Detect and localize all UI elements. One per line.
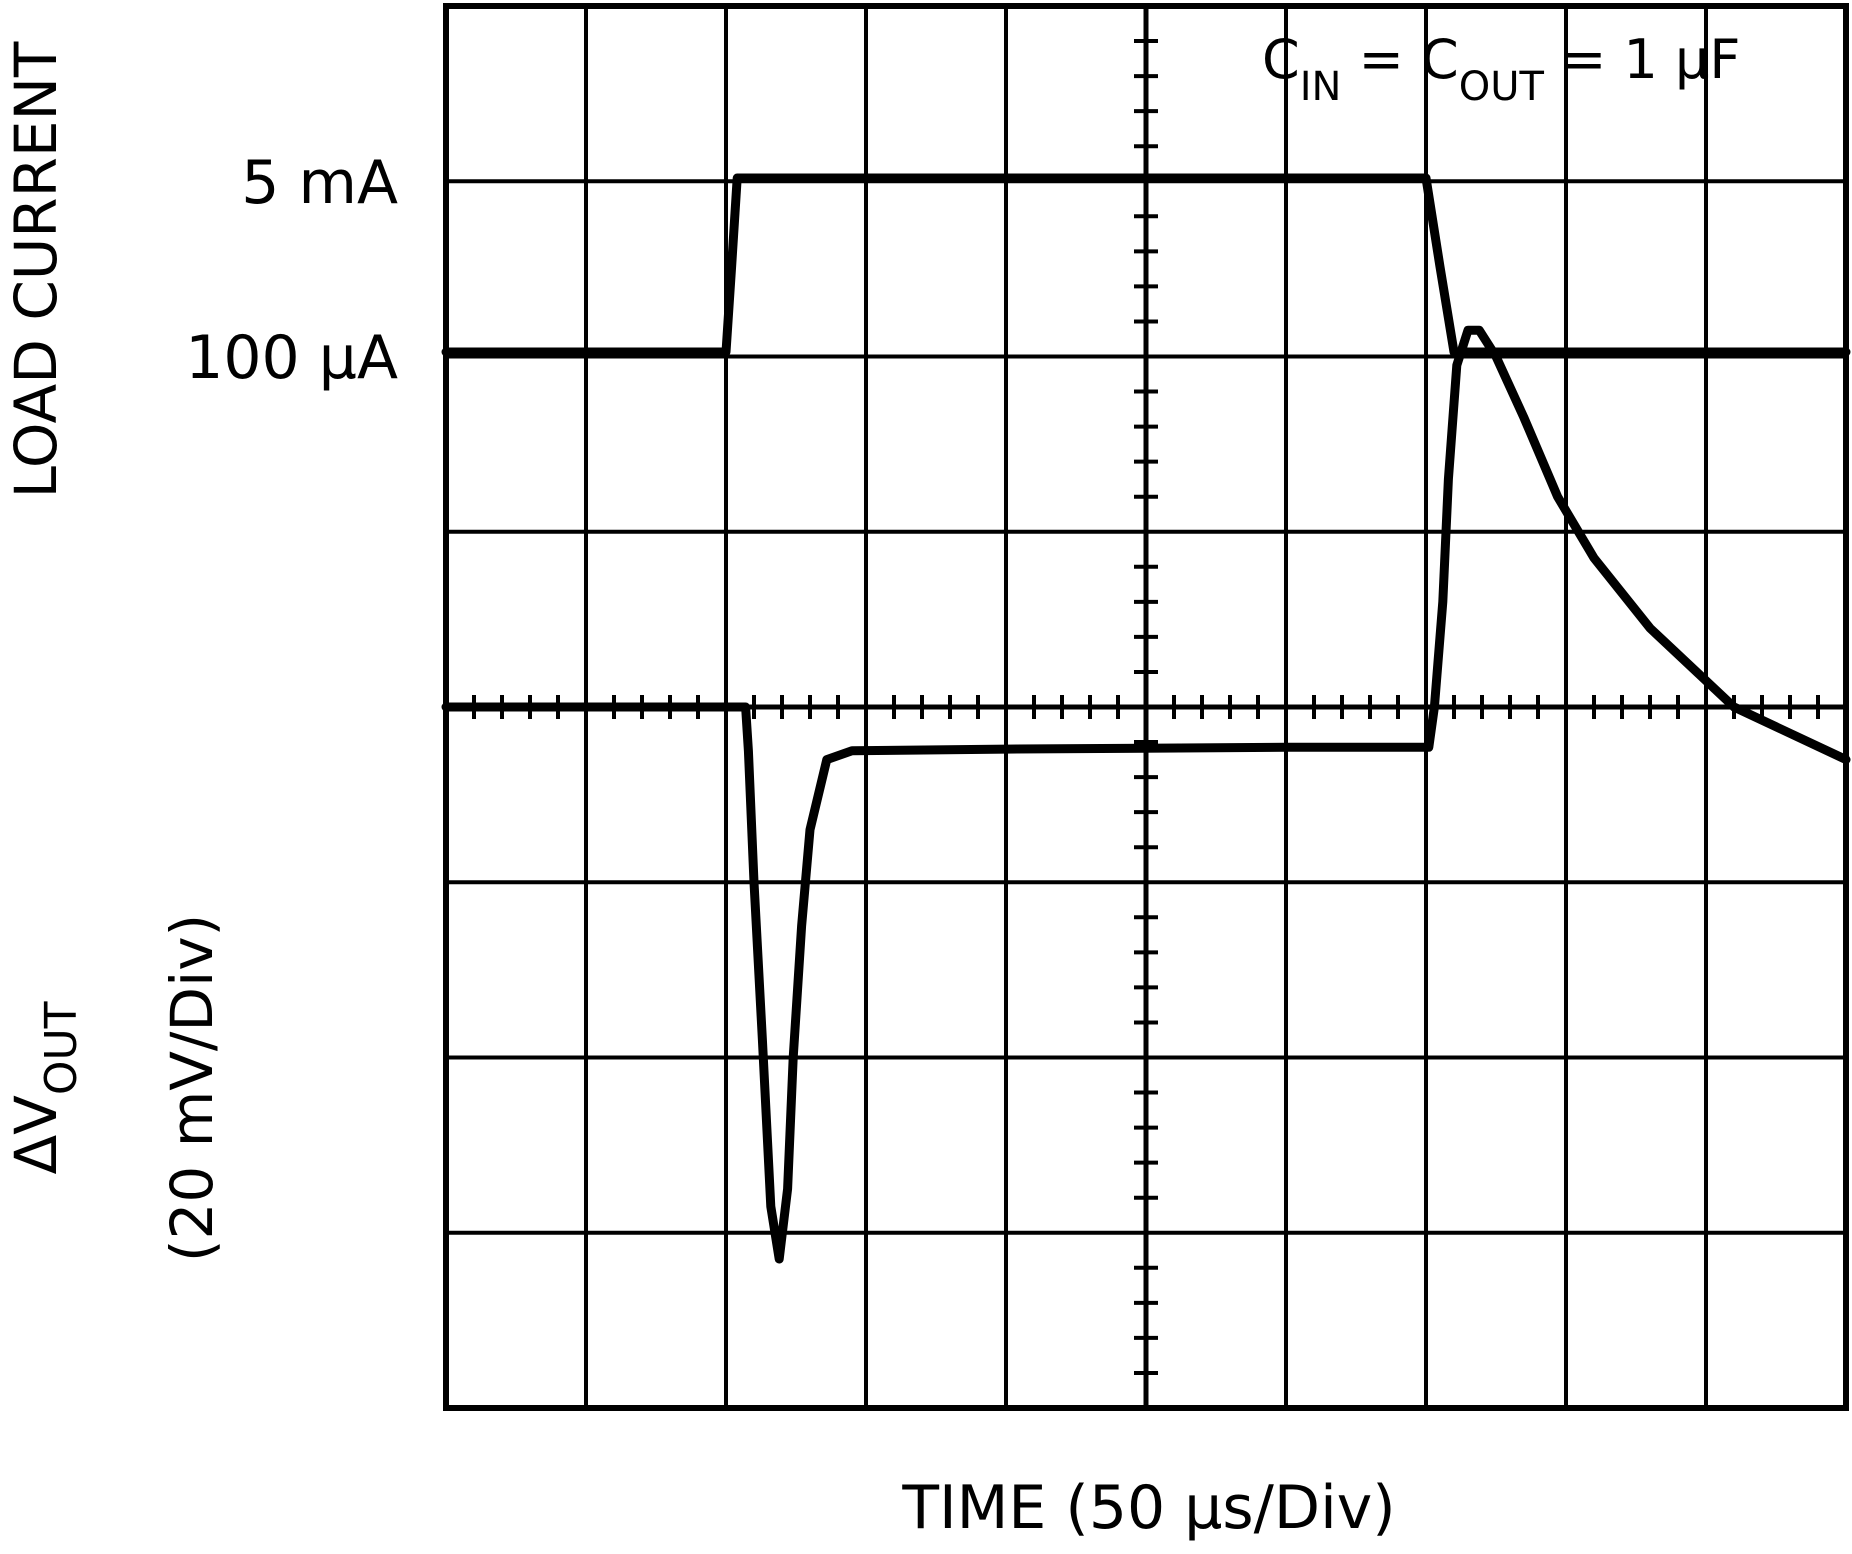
annotation-out-subscript: OUT <box>1459 64 1545 110</box>
ylabel-delta-v: ΔV <box>2 1095 70 1175</box>
ylabel-out-subscript: OUT <box>36 1001 87 1095</box>
ylabel-delta-vout: ΔVOUT <box>2 1001 87 1174</box>
annotation-equals-c: = C <box>1341 28 1458 91</box>
xlabel-time: TIME (50 μs/Div) <box>901 1473 1395 1543</box>
level-label-low: 100 μA <box>185 323 398 393</box>
level-label-high: 5 mA <box>241 148 398 218</box>
delta-vout-trace <box>441 325 1851 1264</box>
annotation-value: = 1 μF <box>1544 28 1741 91</box>
annotation-in-subscript: IN <box>1300 64 1342 110</box>
traces <box>441 173 1851 1264</box>
load-current-trace <box>441 173 1851 357</box>
annotation-c-in: C <box>1262 28 1300 91</box>
capacitor-annotation: CIN = COUT = 1 μF <box>1262 28 1740 110</box>
ylabel-scale: (20 mV/Div) <box>158 914 226 1262</box>
ylabel-load-current: LOAD CURRENT <box>2 41 70 498</box>
